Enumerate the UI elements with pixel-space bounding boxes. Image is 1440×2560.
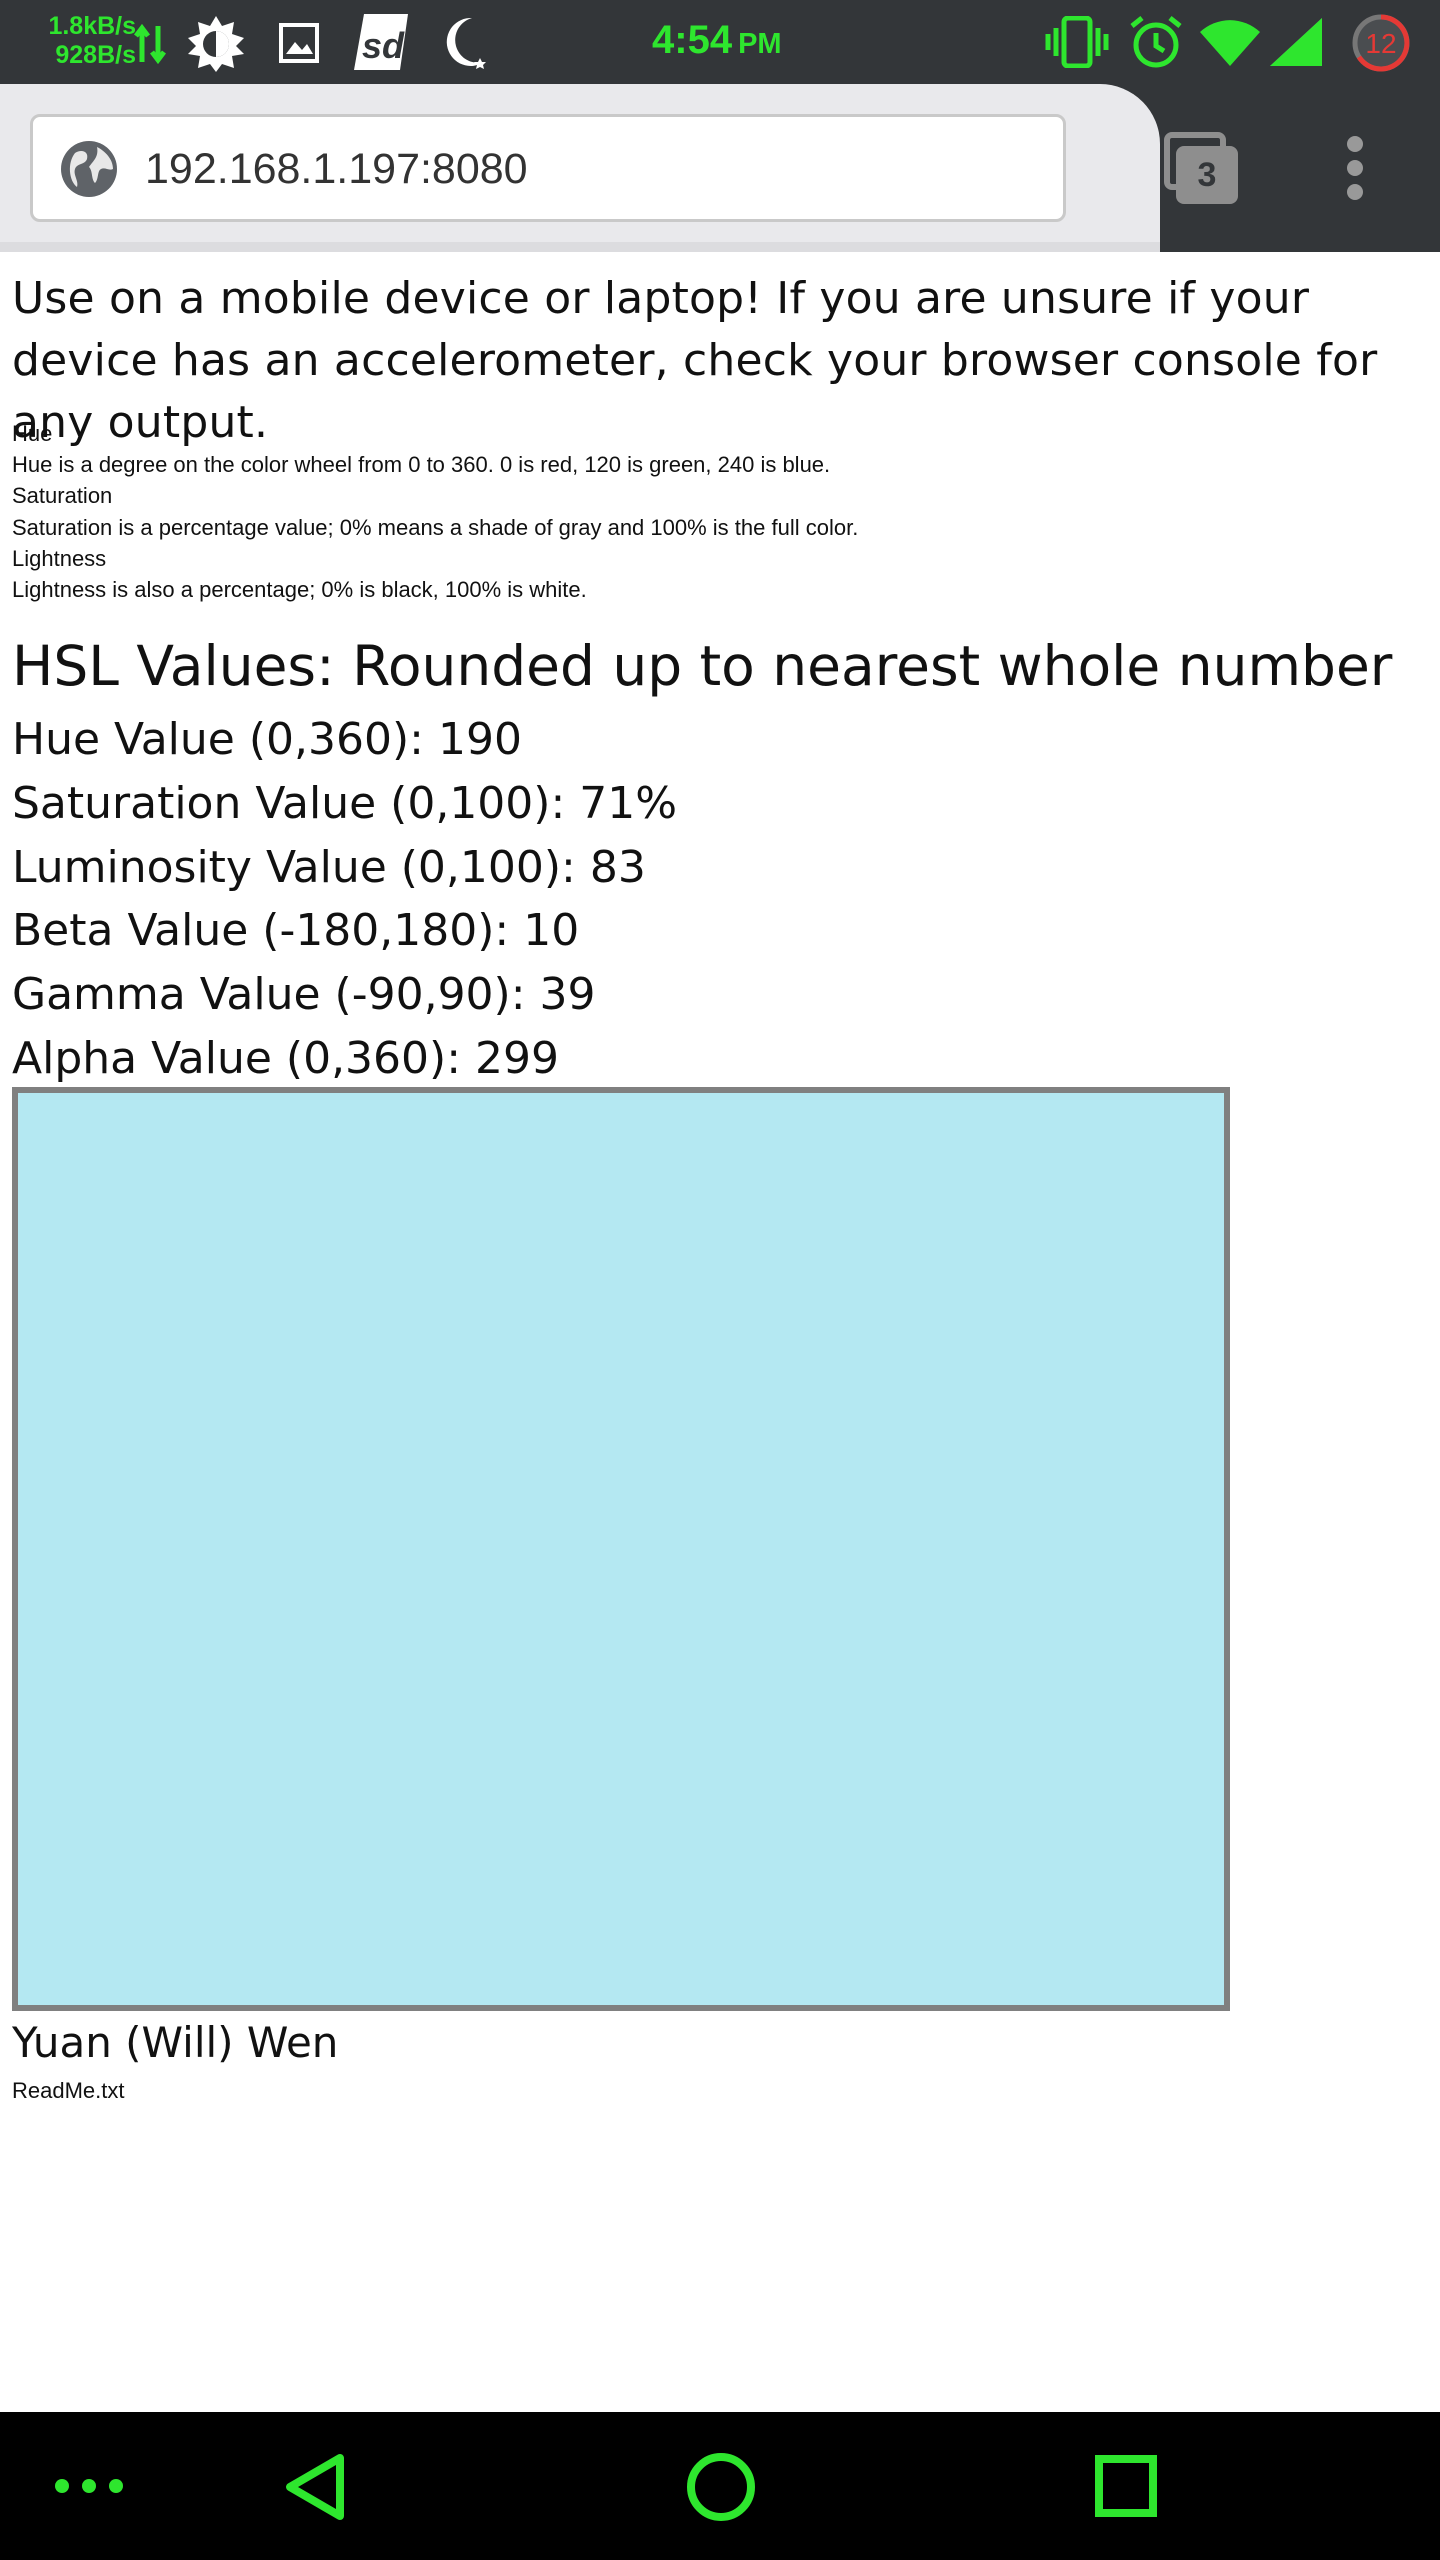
definition-term-saturation: Saturation <box>12 483 113 509</box>
time-text: 4:54 <box>652 18 733 62</box>
definition-term-hue: Hue <box>12 421 53 446</box>
back-icon[interactable] <box>282 2452 346 2522</box>
author-name: Yuan (Will) Wen <box>12 2018 339 2067</box>
image-icon <box>279 23 319 63</box>
recents-icon[interactable] <box>1094 2454 1158 2518</box>
definition-term-lightness: Lightness <box>12 545 107 571</box>
brightness-icon <box>188 16 244 72</box>
status-bar: 1.8kB/s 928B/s sd 4:54 PM <box>0 0 1440 84</box>
gamma-value: Gamma Value (-90,90): 39 <box>12 969 596 1021</box>
svg-text:sd: sd <box>362 25 405 66</box>
beta-value: Beta Value (-180,180): 10 <box>12 905 580 957</box>
clock: 4:54 PM <box>652 18 782 63</box>
toolbar-panel: 192.168.1.197:8080 <box>0 84 1160 252</box>
intro-text: Use on a mobile device or laptop! If you… <box>12 273 1378 448</box>
menu-dot <box>1347 184 1363 200</box>
browser-toolbar: 192.168.1.197:8080 3 <box>0 84 1440 252</box>
more-icon[interactable] <box>54 2476 124 2496</box>
notification-count: 12 <box>1365 28 1396 59</box>
home-icon[interactable] <box>686 2452 756 2522</box>
hsl-heading: HSL Values: Rounded up to nearest whole … <box>12 634 1393 698</box>
sd-icon: sd <box>354 14 408 70</box>
moon-icon <box>446 17 486 69</box>
color-swatch <box>12 1087 1230 2011</box>
url-text: 192.168.1.197:8080 <box>145 145 528 193</box>
net-down-text: 928B/s <box>55 41 136 69</box>
alarm-icon <box>1130 16 1182 68</box>
notification-badge-icon: 12 <box>1352 14 1410 72</box>
definition-desc-lightness: Lightness is also a percentage; 0% is bl… <box>12 577 587 603</box>
readme-link[interactable]: ReadMe.txt <box>12 2078 125 2103</box>
net-up-text: 1.8kB/s <box>48 12 136 40</box>
tabs-button[interactable]: 3 <box>1164 132 1238 204</box>
saturation-value: Saturation Value (0,100): 71% <box>12 777 678 829</box>
definition-desc-saturation: Saturation is a percentage value; 0% mea… <box>12 514 859 540</box>
vibrate-icon <box>1045 16 1109 68</box>
overflow-menu-icon[interactable] <box>1338 136 1374 200</box>
network-speed: 1.8kB/s 928B/s <box>26 12 136 70</box>
definitions: Hue Hue is a degree on the color wheel f… <box>12 418 858 605</box>
address-bar[interactable]: 192.168.1.197:8080 <box>30 114 1066 222</box>
ampm-text: PM <box>738 28 782 60</box>
hue-value: Hue Value (0,360): 190 <box>12 714 522 765</box>
cell-signal-icon <box>1270 18 1322 66</box>
globe-icon <box>61 141 117 197</box>
menu-dot <box>1347 160 1363 176</box>
data-transfer-icon <box>134 23 166 65</box>
value-list: Hue Value (0,360): 190 Saturation Value … <box>12 708 677 1091</box>
definition-desc-hue: Hue is a degree on the color wheel from … <box>12 452 831 478</box>
luminosity-value: Luminosity Value (0,100): 83 <box>12 841 646 893</box>
wifi-icon <box>1200 20 1260 66</box>
tab-count: 3 <box>1176 146 1238 204</box>
menu-dot <box>1347 136 1363 152</box>
alpha-value: Alpha Value (0,360): 299 <box>12 1032 559 1084</box>
navigation-bar <box>0 2412 1440 2560</box>
